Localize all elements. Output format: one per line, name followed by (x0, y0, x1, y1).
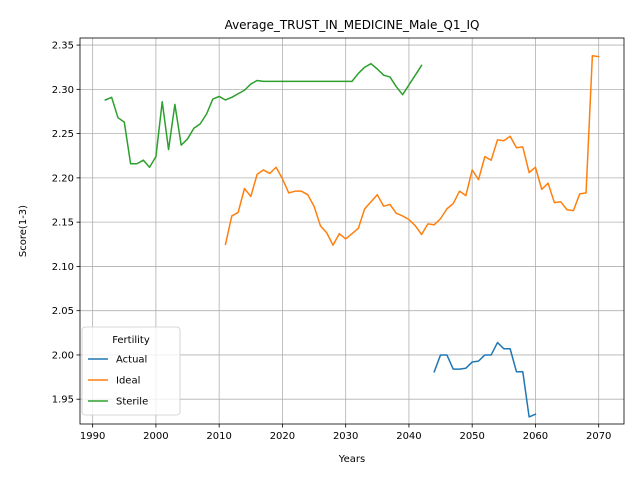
x-tick-label: 2030 (333, 431, 358, 442)
legend-items: Actual Ideal Sterile (88, 355, 148, 408)
legend-label-actual: Actual (116, 355, 147, 366)
y-tick-label: 1.95 (52, 395, 74, 406)
series-line-sterile (104, 62, 423, 169)
legend-label-ideal: Ideal (116, 376, 140, 387)
x-tick-label: 2060 (523, 431, 548, 442)
y-tick-label: 2.35 (52, 41, 74, 52)
y-tick-label: 2.15 (52, 218, 74, 229)
legend-title: Fertility (112, 335, 150, 346)
y-tick-label: 2.25 (52, 129, 74, 140)
y-tick-label: 2.05 (52, 306, 74, 317)
series-line-actual (433, 341, 537, 418)
legend-box (81, 326, 181, 416)
ticks: 1990 2000 2010 2020 2030 2040 2050 2060 2070 1.95… (52, 41, 612, 442)
y-tick-label: 2.10 (52, 262, 74, 273)
legend-label-sterile: Sterile (116, 397, 148, 408)
chart-title: Average_TRUST_IN_MEDICINE_Male_Q1_IQ (225, 18, 480, 32)
y-tick-label: 2.20 (52, 173, 74, 184)
y-tick-label: 2.30 (52, 85, 74, 96)
x-tick-label: 1990 (80, 431, 105, 442)
x-tick-label: 2020 (270, 431, 295, 442)
y-tick-label: 2.00 (52, 350, 74, 361)
plot-frame (79, 37, 625, 425)
series-lines (104, 54, 600, 418)
x-axis-title: Years (338, 454, 365, 465)
series-line-ideal (224, 54, 600, 246)
x-tick-label: 2040 (396, 431, 421, 442)
x-tick-label: 2010 (206, 431, 231, 442)
x-tick-label: 2000 (143, 431, 168, 442)
y-axis-title: Score(1-3) (18, 205, 29, 257)
x-tick-label: 2050 (459, 431, 484, 442)
grid (80, 38, 624, 424)
x-tick-label: 2070 (586, 431, 611, 442)
legend: Fertility Actual Ideal Sterile (81, 326, 181, 416)
